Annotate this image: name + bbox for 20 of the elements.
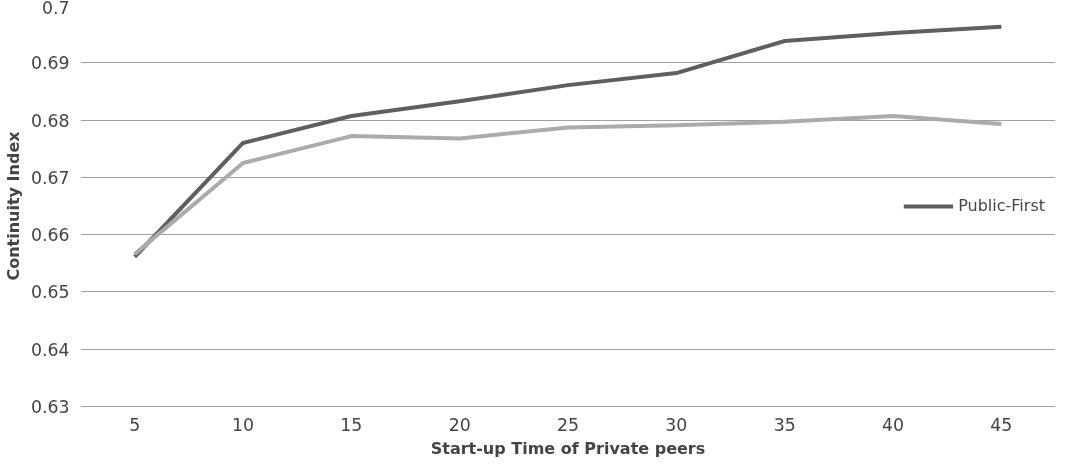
y-tick-label: 0.63 (30, 397, 70, 417)
x-axis-title: Start-up Time of Private peers (430, 438, 706, 458)
y-tick-label: 0.67 (30, 167, 70, 188)
y-tick-label: 0.69 (30, 53, 70, 74)
x-tick-label: 30 (665, 414, 688, 435)
x-tick-label: 25 (556, 414, 580, 435)
x-tick-label: 40 (881, 414, 905, 435)
legend-label: Public-First (958, 196, 1045, 215)
y-axis-title: Continuity Index (3, 130, 23, 281)
y-tick-label: 0.64 (30, 339, 70, 360)
y-tick-label: 0.68 (30, 110, 70, 131)
x-tick-label: 45 (990, 414, 1013, 435)
x-tick-label: 10 (231, 414, 255, 435)
x-tick-label: 35 (773, 414, 796, 435)
y-tick-label: 0.66 (30, 225, 70, 246)
y-tick-label: 0.65 (30, 282, 70, 303)
x-tick-label: 20 (448, 414, 471, 435)
x-tick-label: 5 (129, 414, 141, 435)
y-tick-label: 0.7 (41, 0, 70, 18)
x-tick-label: 15 (340, 414, 363, 435)
